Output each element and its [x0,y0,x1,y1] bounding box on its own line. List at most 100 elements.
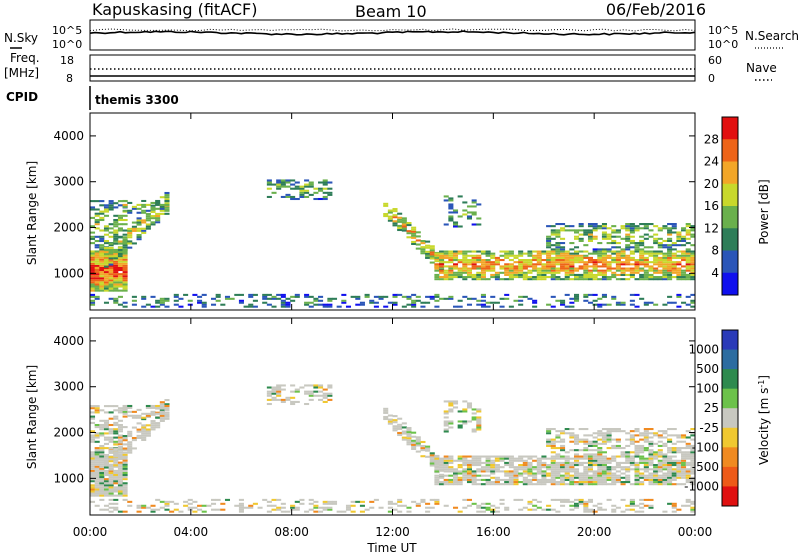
heatmap-cell [150,295,156,298]
heatmap-cell [439,260,445,263]
heatmap-cell [657,478,663,481]
heatmap-cell [662,457,668,460]
heatmap-cell [443,269,449,272]
heatmap-cell [527,478,533,481]
heatmap-cell [574,472,580,475]
heatmap-cell [266,510,272,513]
heatmap-cell [527,483,533,486]
heatmap-cell [122,488,128,491]
heatmap-cell [99,486,105,489]
heatmap-cell [173,303,179,306]
heatmap-cell [667,256,673,259]
heatmap-cell [639,250,645,253]
heatmap-cell [667,244,673,247]
heatmap-cell [392,222,398,225]
heatmap-cell [145,412,151,415]
heatmap-cell [634,476,640,479]
heatmap-cell [560,246,566,249]
heatmap-cell [197,508,203,511]
heatmap-cell [555,468,561,471]
heatmap-cell [476,267,482,270]
heatmap-cell [103,233,110,236]
heatmap-cell [653,468,659,471]
heatmap-cell [211,498,217,501]
heatmap-cell [238,508,244,511]
heatmap-cell [420,498,426,501]
heatmap-cell [690,438,696,441]
heatmap-cell [103,457,110,460]
heatmap-cell [466,254,473,257]
heatmap-cell [99,269,105,272]
heatmap-cell [425,506,431,509]
heatmap-cell [662,225,668,228]
heatmap-cell [648,428,654,431]
heatmap-cell [536,457,542,460]
heatmap-cell [150,508,156,511]
heatmap-cell [546,466,552,469]
heatmap-cell [201,305,207,308]
heatmap-cell [653,451,659,454]
heatmap-cell [453,273,459,276]
heatmap-cell [117,250,123,253]
power-ylabel: Slant Range [km] [25,161,39,265]
heatmap-cell [359,500,365,503]
heatmap-cell [276,390,282,393]
heatmap-cell [103,239,110,243]
heatmap-cell [113,440,119,443]
heatmap-cell [131,414,137,417]
heatmap-cell [94,277,100,280]
heatmap-cell [304,189,310,192]
heatmap-cell [615,250,621,253]
heatmap-cell [113,464,119,467]
heatmap-cell [429,458,435,461]
heatmap-cell [532,278,538,281]
heatmap-cell [657,451,663,454]
heatmap-cell [671,261,677,264]
heatmap-cell [327,500,333,503]
heatmap-cell [625,229,631,232]
heatmap-cell [127,500,133,503]
heatmap-cell [578,267,584,270]
heatmap-cell [667,263,673,266]
heatmap-cell [108,502,114,505]
heatmap-cell [671,276,677,279]
heatmap-cell [150,422,156,425]
heatmap-cell [592,478,598,481]
heatmap-cell [615,252,621,255]
heatmap-cell [457,305,463,308]
heatmap-cell [117,480,123,483]
heatmap-cell [629,502,635,505]
heatmap-cell [457,259,463,262]
colorbar-tick-label: -1000 [684,479,719,493]
heatmap-cell [466,466,473,469]
heatmap-cell [406,433,412,436]
heatmap-cell [211,502,217,505]
heatmap-cell [336,305,342,308]
heatmap-cell [99,260,105,263]
heatmap-cell [546,472,552,475]
heatmap-cell [490,508,496,511]
heatmap-cell [583,299,589,302]
heatmap-cell [387,209,393,212]
heatmap-cell [90,231,96,234]
heatmap-cell [690,457,696,460]
heatmap-cell [490,256,496,259]
heatmap-cell [560,476,566,479]
heatmap-cell [276,183,282,186]
heatmap-cell [108,469,114,472]
heatmap-cell [466,470,473,473]
heatmap-cell [601,459,607,462]
heatmap-cell [634,246,640,249]
heatmap-cell [620,455,626,458]
heatmap-cell [103,508,110,511]
colorbar-frame [721,329,739,507]
heatmap-cell [541,476,547,479]
heatmap-cell [639,244,645,247]
heatmap-cell [555,476,561,479]
heatmap-cell [587,478,594,481]
heatmap-cell [522,259,528,262]
heatmap-cell [224,295,231,298]
heatmap-cell [480,278,486,281]
heatmap-cell [99,409,105,412]
heatmap-cell [653,252,659,255]
